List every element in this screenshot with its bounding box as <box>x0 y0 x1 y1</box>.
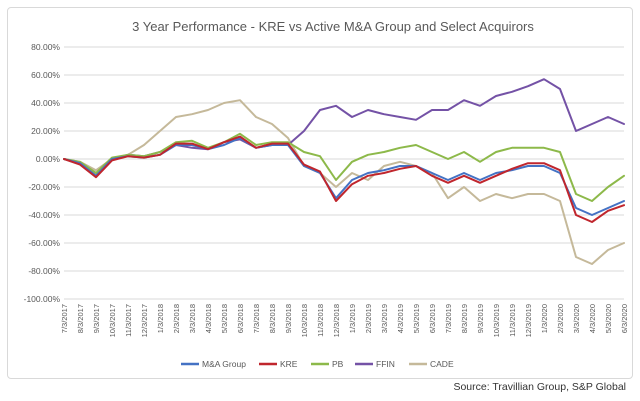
x-tick-label: 9/3/2019 <box>476 304 485 333</box>
y-tick-label: 80.00% <box>31 42 60 52</box>
y-tick-label: 20.00% <box>31 126 60 136</box>
x-tick-label: 7/3/2017 <box>60 304 69 333</box>
x-tick-label: 8/3/2017 <box>76 304 85 333</box>
legend-label: KRE <box>280 359 298 369</box>
x-tick-label: 6/3/2018 <box>236 304 245 333</box>
y-axis: 80.00% 60.00% 40.00% 20.00% 0.00% -20.00% -40.… <box>24 42 61 304</box>
x-tick-label: 9/3/2017 <box>92 304 101 333</box>
legend-label: CADE <box>430 359 454 369</box>
x-tick-label: 10/3/2019 <box>492 304 501 337</box>
series-line-kre <box>63 135 625 223</box>
y-tick-label: -40.00% <box>28 210 60 220</box>
y-tick-label: -80.00% <box>28 266 60 276</box>
x-tick-label: 9/3/2018 <box>284 304 293 333</box>
x-tick-label: 7/3/2018 <box>252 304 261 333</box>
y-tick-label: 0.00% <box>36 154 61 164</box>
x-tick-label: 12/3/2017 <box>140 304 149 337</box>
series-line-m-a-group <box>63 137 625 216</box>
series-line-ffin <box>63 78 625 177</box>
x-tick-label: 11/3/2017 <box>124 304 133 337</box>
x-tick-label: 12/3/2019 <box>524 304 533 337</box>
x-tick-label: 3/3/2019 <box>380 304 389 333</box>
x-tick-label: 8/3/2019 <box>460 304 469 333</box>
x-tick-label: 11/3/2019 <box>508 304 517 337</box>
x-tick-label: 1/3/2020 <box>540 304 549 333</box>
series-line-cade <box>63 99 625 265</box>
x-tick-label: 6/3/2019 <box>428 304 437 333</box>
x-tick-label: 2/3/2019 <box>364 304 373 333</box>
y-tick-label: -100.00% <box>24 294 61 304</box>
x-tick-label: 12/3/2018 <box>332 304 341 337</box>
x-tick-label: 1/3/2018 <box>156 304 165 333</box>
x-tick-label: 10/3/2018 <box>300 304 309 337</box>
legend: M&A Group KRE PB FFIN CADE <box>181 359 454 369</box>
x-tick-label: 6/3/2020 <box>620 304 629 333</box>
plot-area <box>63 78 625 265</box>
legend-label: PB <box>332 359 344 369</box>
series-line-pb <box>63 132 625 202</box>
legend-label: FFIN <box>376 359 395 369</box>
x-tick-label: 4/3/2020 <box>588 304 597 333</box>
x-tick-label: 1/3/2019 <box>348 304 357 333</box>
x-tick-label: 4/3/2018 <box>204 304 213 333</box>
x-tick-label: 2/3/2018 <box>172 304 181 333</box>
legend-label: M&A Group <box>202 359 246 369</box>
chart-title: 3 Year Performance - KRE vs Active M&A G… <box>132 19 534 34</box>
y-tick-label: 60.00% <box>31 70 60 80</box>
source-note: Source: Travillian Group, S&P Global <box>453 381 626 393</box>
x-tick-label: 4/3/2019 <box>396 304 405 333</box>
x-tick-label: 7/3/2019 <box>444 304 453 333</box>
y-tick-label: 40.00% <box>31 98 60 108</box>
x-tick-label: 3/3/2018 <box>188 304 197 333</box>
x-tick-label: 5/3/2018 <box>220 304 229 333</box>
x-tick-label: 11/3/2018 <box>316 304 325 337</box>
y-tick-label: -20.00% <box>28 182 60 192</box>
x-tick-label: 2/3/2020 <box>556 304 565 333</box>
x-tick-label: 8/3/2018 <box>268 304 277 333</box>
gridlines <box>64 46 624 300</box>
y-tick-label: -60.00% <box>28 238 60 248</box>
x-tick-label: 5/3/2019 <box>412 304 421 333</box>
x-tick-label: 10/3/2017 <box>108 304 117 337</box>
x-tick-label: 5/3/2020 <box>604 304 613 333</box>
x-axis: 7/3/2017 8/3/2017 9/3/2017 10/3/2017 11/3/20… <box>60 304 629 337</box>
x-tick-label: 3/3/2020 <box>572 304 581 333</box>
